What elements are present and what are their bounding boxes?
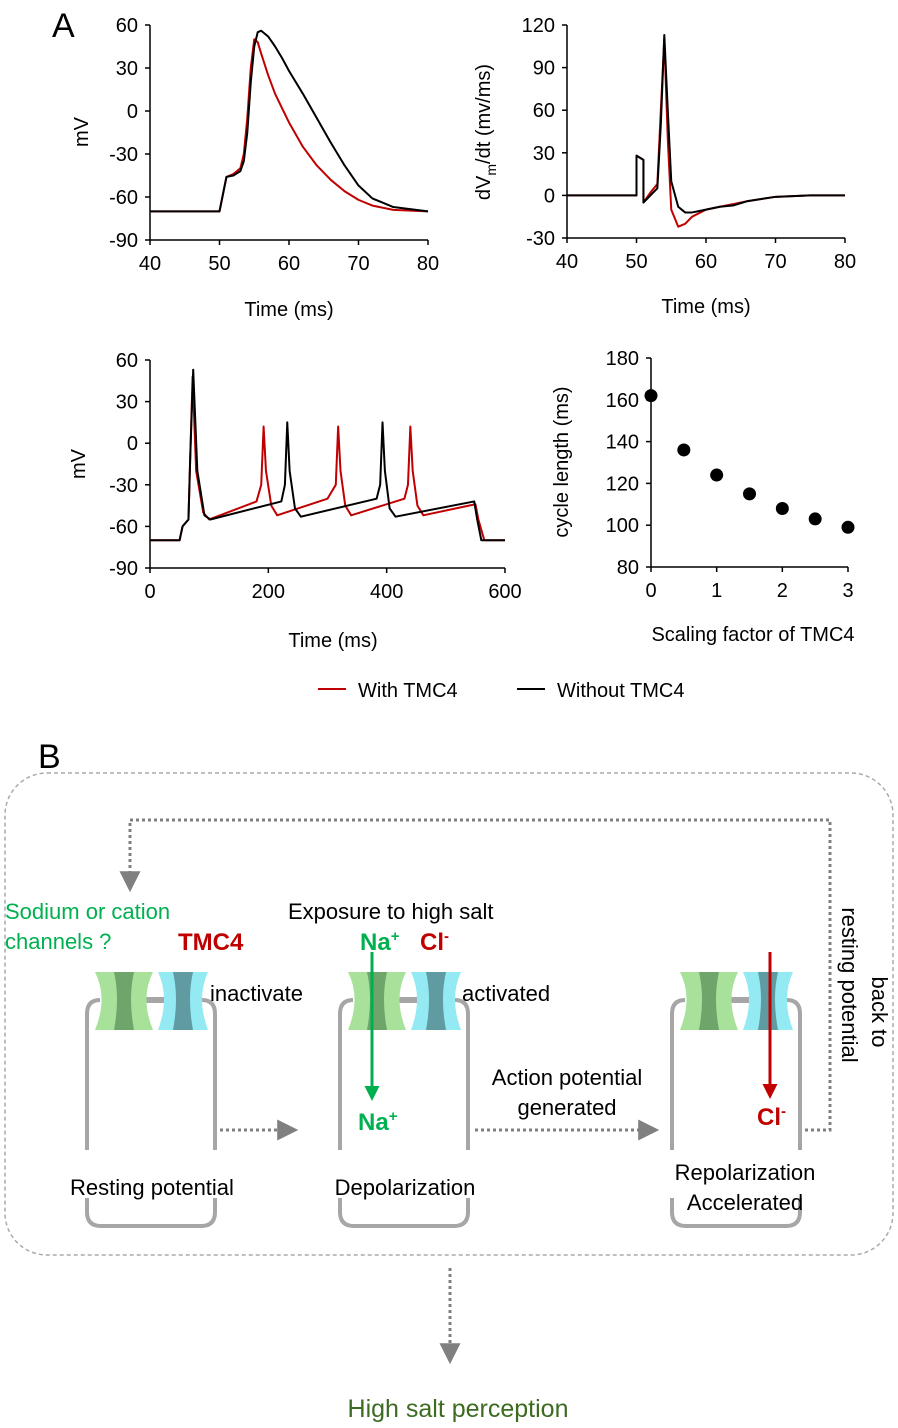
channel-question: Sodium or cation — [5, 899, 170, 924]
legend-label: With TMC4 — [358, 680, 458, 702]
y-axis-title-sub: m — [483, 164, 499, 176]
perception-label: High salt perception — [348, 1395, 569, 1423]
x-tick-label: 80 — [834, 251, 856, 273]
return-label: resting potential — [837, 907, 862, 1062]
x-axis-title: Time (ms) — [244, 299, 333, 321]
panel-label: A — [52, 7, 75, 45]
x-tick-label: 80 — [417, 253, 439, 275]
y-axis-title-part: /dt (mv/ms) — [473, 64, 495, 164]
return-label: back to — [867, 977, 892, 1048]
tmc4-label: TMC4 — [178, 929, 244, 956]
x-tick-label: 50 — [625, 251, 647, 273]
y-tick-label: 0 — [127, 101, 138, 123]
x-axis-title: Time (ms) — [288, 630, 377, 652]
x-tick-label: 0 — [144, 581, 155, 603]
y-tick-label: 30 — [116, 58, 138, 80]
y-tick-label: 100 — [606, 515, 639, 537]
x-tick-label: 40 — [139, 253, 161, 275]
y-tick-label: 180 — [606, 348, 639, 370]
y-tick-label: -60 — [109, 187, 138, 209]
y-tick-label: 120 — [522, 15, 555, 37]
x-tick-label: 400 — [370, 581, 403, 603]
state-label: activated — [462, 981, 550, 1006]
x-axis-title: Scaling factor of TMC4 — [651, 624, 854, 646]
diagram: Sodium or cation channels ? TMC4 inactiv… — [4, 772, 894, 1423]
point — [710, 468, 724, 482]
y-tick-label: 0 — [127, 433, 138, 455]
exposure-label: Exposure to high salt — [288, 899, 493, 924]
y-tick-label: 120 — [606, 473, 639, 495]
channel-question: channels ? — [5, 929, 111, 954]
x-tick-label: 70 — [764, 251, 786, 273]
stage-label: Depolarization — [335, 1175, 476, 1200]
x-tick-label: 60 — [278, 253, 300, 275]
y-axis-title-part: dV — [473, 175, 495, 200]
series-line — [150, 38, 429, 213]
y-tick-label: -90 — [109, 230, 138, 252]
flow-arrows — [119, 818, 832, 1365]
legend-label: Without TMC4 — [557, 680, 684, 702]
y-axis-title: cycle length (ms) — [551, 386, 573, 537]
series-line — [150, 375, 505, 542]
x-tick-label: 3 — [842, 580, 853, 602]
x-tick-label: 60 — [695, 251, 717, 273]
y-tick-label: -60 — [109, 516, 138, 538]
series-line — [150, 368, 505, 542]
point — [841, 520, 855, 534]
y-tick-label: 80 — [617, 557, 639, 579]
point — [743, 487, 756, 501]
x-tick-label: 70 — [347, 253, 369, 275]
x-tick-label: 50 — [208, 253, 230, 275]
series-line — [567, 38, 845, 228]
y-tick-label: 90 — [533, 58, 555, 80]
stage-label: Resting potential — [70, 1175, 234, 1200]
y-tick-label: 60 — [116, 15, 138, 37]
cell-repolarization — [672, 972, 800, 1226]
panel-label: B — [38, 738, 61, 776]
ion-label: Cl- — [757, 1103, 786, 1131]
y-tick-label: 30 — [533, 143, 555, 165]
y-tick-label: -90 — [109, 558, 138, 580]
stage-label: Accelerated — [687, 1190, 803, 1215]
y-tick-label: 60 — [116, 350, 138, 372]
y-axis-title: dVm/dt (mv/ms) — [473, 64, 499, 200]
y-axis-title: mV — [68, 448, 90, 479]
y-tick-label: 140 — [606, 432, 639, 454]
stage-label: Repolarization — [675, 1160, 816, 1185]
ion-label: Na+ — [360, 928, 400, 956]
x-tick-label: 40 — [556, 251, 578, 273]
series-line — [567, 33, 845, 214]
ion-label: Cl- — [420, 928, 449, 956]
x-tick-label: 2 — [777, 580, 788, 602]
x-tick-label: 1 — [711, 580, 722, 602]
y-tick-label: 60 — [533, 100, 555, 122]
x-tick-label: 200 — [252, 581, 285, 603]
x-axis-title: Time (ms) — [661, 296, 750, 318]
y-axis-title: mV — [71, 116, 93, 147]
point — [808, 512, 822, 526]
y-tick-label: -30 — [526, 228, 555, 250]
cell-boundary — [4, 772, 894, 1256]
x-tick-label: 0 — [645, 580, 656, 602]
y-tick-label: 30 — [116, 392, 138, 414]
x-tick-label: 600 — [488, 581, 521, 603]
point — [644, 389, 658, 403]
series-line — [150, 29, 429, 213]
ion-label: Na+ — [358, 1108, 398, 1136]
y-tick-label: -30 — [109, 144, 138, 166]
y-tick-label: 0 — [544, 185, 555, 207]
point — [677, 443, 691, 457]
ap-label: generated — [517, 1095, 616, 1120]
ap-label: Action potential — [492, 1065, 642, 1090]
y-tick-label: -30 — [109, 475, 138, 497]
state-label: inactivate — [210, 981, 303, 1006]
y-tick-label: 160 — [606, 390, 639, 412]
point — [775, 501, 789, 515]
